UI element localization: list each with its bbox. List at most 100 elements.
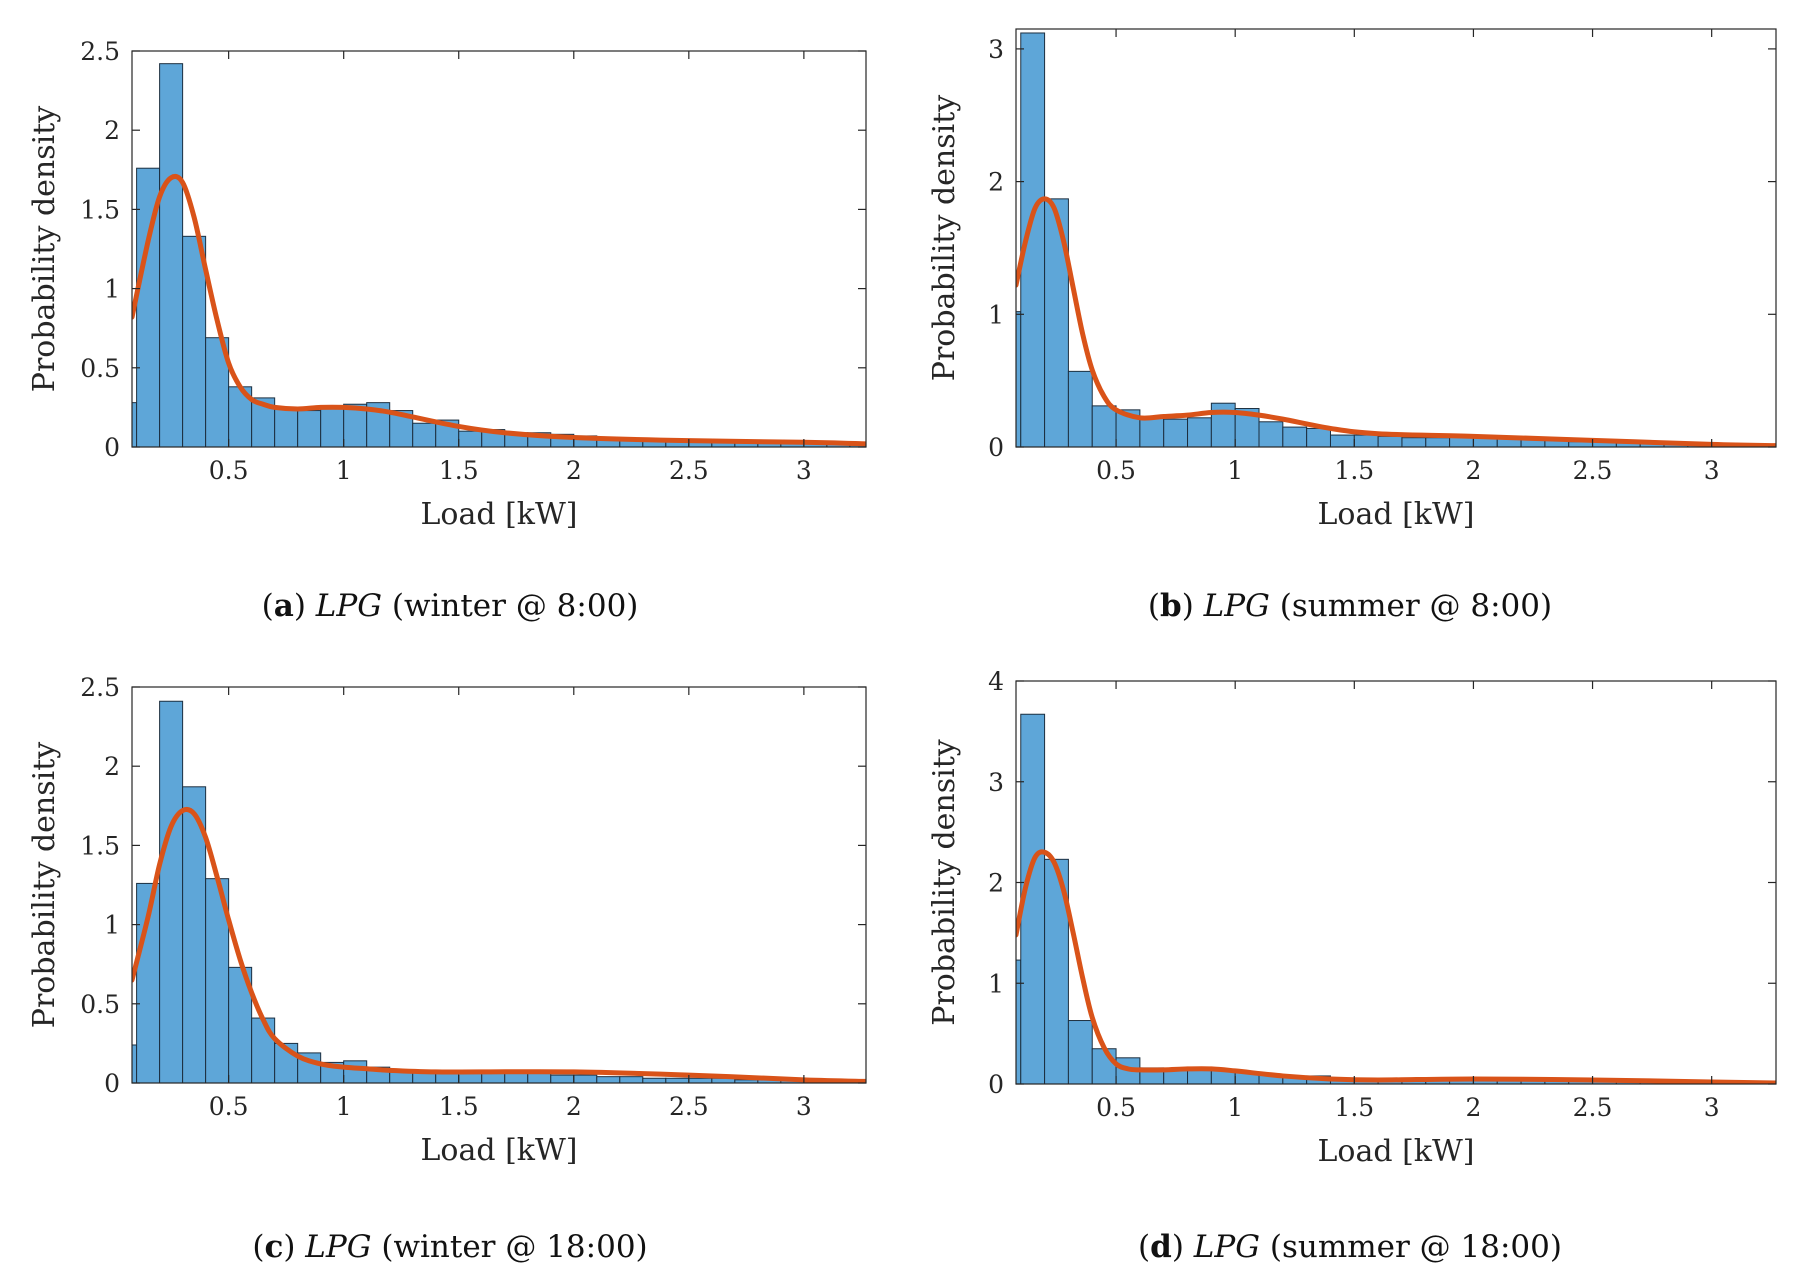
histogram-bar <box>1091 1048 1117 1084</box>
caption-c-letter: c <box>264 1229 284 1265</box>
y-tick-label: 2.5 <box>80 673 120 702</box>
histogram-bar <box>1091 405 1117 447</box>
x-tick-label: 0.5 <box>1096 456 1136 485</box>
y-axis-title: Probability density <box>927 739 962 1026</box>
x-tick-label: 0.5 <box>209 456 249 485</box>
caption-c-name: LPG <box>305 1229 372 1265</box>
x-tick-label: 2.5 <box>669 456 709 485</box>
y-axis-title: Probability density <box>927 95 962 382</box>
x-tick-label: 0.5 <box>209 1092 249 1121</box>
y-axis-title: Probability density <box>27 106 62 393</box>
y-tick-label: 0.5 <box>80 354 120 383</box>
histogram-bar <box>688 1077 713 1083</box>
x-axis-title: Load [kW] <box>1317 1134 1474 1169</box>
histogram-bar <box>1139 415 1165 447</box>
caption-c: (c) LPG (winter @ 18:00) <box>252 1229 648 1265</box>
histogram-bar <box>1044 198 1069 447</box>
y-tick-label: 0 <box>104 433 120 462</box>
histogram-bars <box>1016 713 1776 1084</box>
x-tick-label: 3 <box>1704 1093 1720 1122</box>
x-tick-label: 2 <box>566 456 582 485</box>
y-tick-label: 1.5 <box>80 831 120 860</box>
y-tick-label: 1.5 <box>80 195 120 224</box>
caption-d-detail: (summer @ 18:00) <box>1269 1229 1562 1265</box>
x-tick-label: 3 <box>796 1092 812 1121</box>
y-tick-label: 0 <box>104 1069 120 1098</box>
caption-d-name: LPG <box>1193 1229 1261 1265</box>
histogram-bar <box>159 700 184 1083</box>
x-tick-label: 2 <box>1465 456 1481 485</box>
caption-b-detail: (summer @ 8:00) <box>1279 588 1553 624</box>
histogram-bar <box>1353 434 1379 447</box>
histogram-bar <box>159 63 184 447</box>
y-axis-title: Probability density <box>27 742 62 1029</box>
y-tick-label: 2 <box>988 869 1004 898</box>
y-tick-label: 4 <box>988 667 1004 696</box>
y-tick-label: 2 <box>104 752 120 781</box>
histogram-bar <box>297 410 322 447</box>
x-axis-title: Load [kW] <box>1317 497 1474 532</box>
x-tick-label: 1.5 <box>1334 456 1374 485</box>
histogram-bar <box>642 1077 667 1083</box>
histogram-bar <box>1163 418 1189 447</box>
y-tick-label: 1 <box>104 911 120 940</box>
caption-a: (a) LPG (winter @ 8:00) <box>261 588 639 624</box>
histogram-bar <box>1016 311 1022 447</box>
histogram-bar <box>251 1017 276 1083</box>
histogram-bar <box>274 406 299 447</box>
histogram-bar <box>458 430 483 447</box>
y-tick-label: 1 <box>988 300 1004 329</box>
histogram-bar <box>596 1076 621 1083</box>
chart-panel-a: 0.5 1 1.5 2 2.5 3 0 0.5 1 1.5 2 2.5 Load [kW] Probabi… <box>0 0 900 641</box>
x-tick-label: 3 <box>1704 456 1720 485</box>
chart-c-plot: 0.5 1 1.5 2 2.5 3 0 0.5 1 1.5 2 2.5 Load [kW] Probabi… <box>27 673 867 1168</box>
x-tick-label: 1 <box>1227 1093 1243 1122</box>
histogram-bar <box>343 1060 368 1083</box>
x-tick-label: 0.5 <box>1096 1093 1136 1122</box>
histogram-bar <box>1067 370 1093 447</box>
histogram-bar <box>1282 426 1308 447</box>
x-tick-label: 2 <box>566 1092 582 1121</box>
y-tick-label: 1 <box>104 275 120 304</box>
histogram-bar <box>481 1072 506 1083</box>
caption-a-name: LPG <box>315 588 382 624</box>
chart-panel-b: 0.5 1 1.5 2 2.5 3 0 1 2 3 Load [kW] Probability den… <box>900 0 1800 641</box>
histogram-bar <box>1329 434 1355 447</box>
histogram-bar <box>665 1077 690 1083</box>
y-tick-label: 2 <box>104 116 120 145</box>
histogram-bar <box>1401 437 1427 447</box>
plot-area-background <box>1016 29 1776 447</box>
x-tick-label: 2.5 <box>1573 1093 1613 1122</box>
chart-d-plot: 0.5 1 1.5 2 2.5 3 0 1 2 3 4 Load [kW] Probability de… <box>927 667 1777 1169</box>
histogram-bar <box>1044 858 1069 1084</box>
histogram-bar <box>1187 417 1212 447</box>
chart-panel-d: 0.5 1 1.5 2 2.5 3 0 1 2 3 4 Load [kW] Probability de… <box>900 641 1800 1282</box>
x-tick-label: 1 <box>336 456 352 485</box>
histogram-bar <box>619 1076 644 1083</box>
plot-area-background <box>132 51 866 447</box>
x-tick-label: 2.5 <box>669 1092 709 1121</box>
histogram-bar <box>527 1072 552 1083</box>
chart-a-plot: 0.5 1 1.5 2 2.5 3 0 0.5 1 1.5 2 2.5 Load [kW] Probabi… <box>27 37 867 532</box>
caption-b-letter: b <box>1160 588 1182 624</box>
y-tick-label: 2 <box>988 168 1004 197</box>
histogram-bar <box>182 235 207 447</box>
histogram-bar <box>550 1074 575 1083</box>
axes-box <box>1015 28 1777 448</box>
caption-a-detail: (winter @ 8:00) <box>391 588 639 624</box>
x-tick-label: 1.5 <box>1334 1093 1374 1122</box>
caption-c-detail: (winter @ 18:00) <box>381 1229 648 1265</box>
y-tick-label: 0 <box>988 433 1004 462</box>
histogram-bars <box>1016 32 1776 447</box>
axes-box <box>131 686 867 1084</box>
x-tick-label: 1 <box>336 1092 352 1121</box>
histogram-bar <box>1067 1020 1093 1084</box>
x-tick-label: 3 <box>796 456 812 485</box>
histogram-bars <box>132 700 866 1083</box>
x-axis-title: Load [kW] <box>420 497 577 532</box>
density-curve <box>132 806 866 1083</box>
caption-b: (b) LPG (summer @ 8:00) <box>1147 588 1553 624</box>
histogram-bar <box>1258 421 1284 447</box>
histogram-bar <box>1425 437 1451 447</box>
axes-box <box>131 50 867 448</box>
